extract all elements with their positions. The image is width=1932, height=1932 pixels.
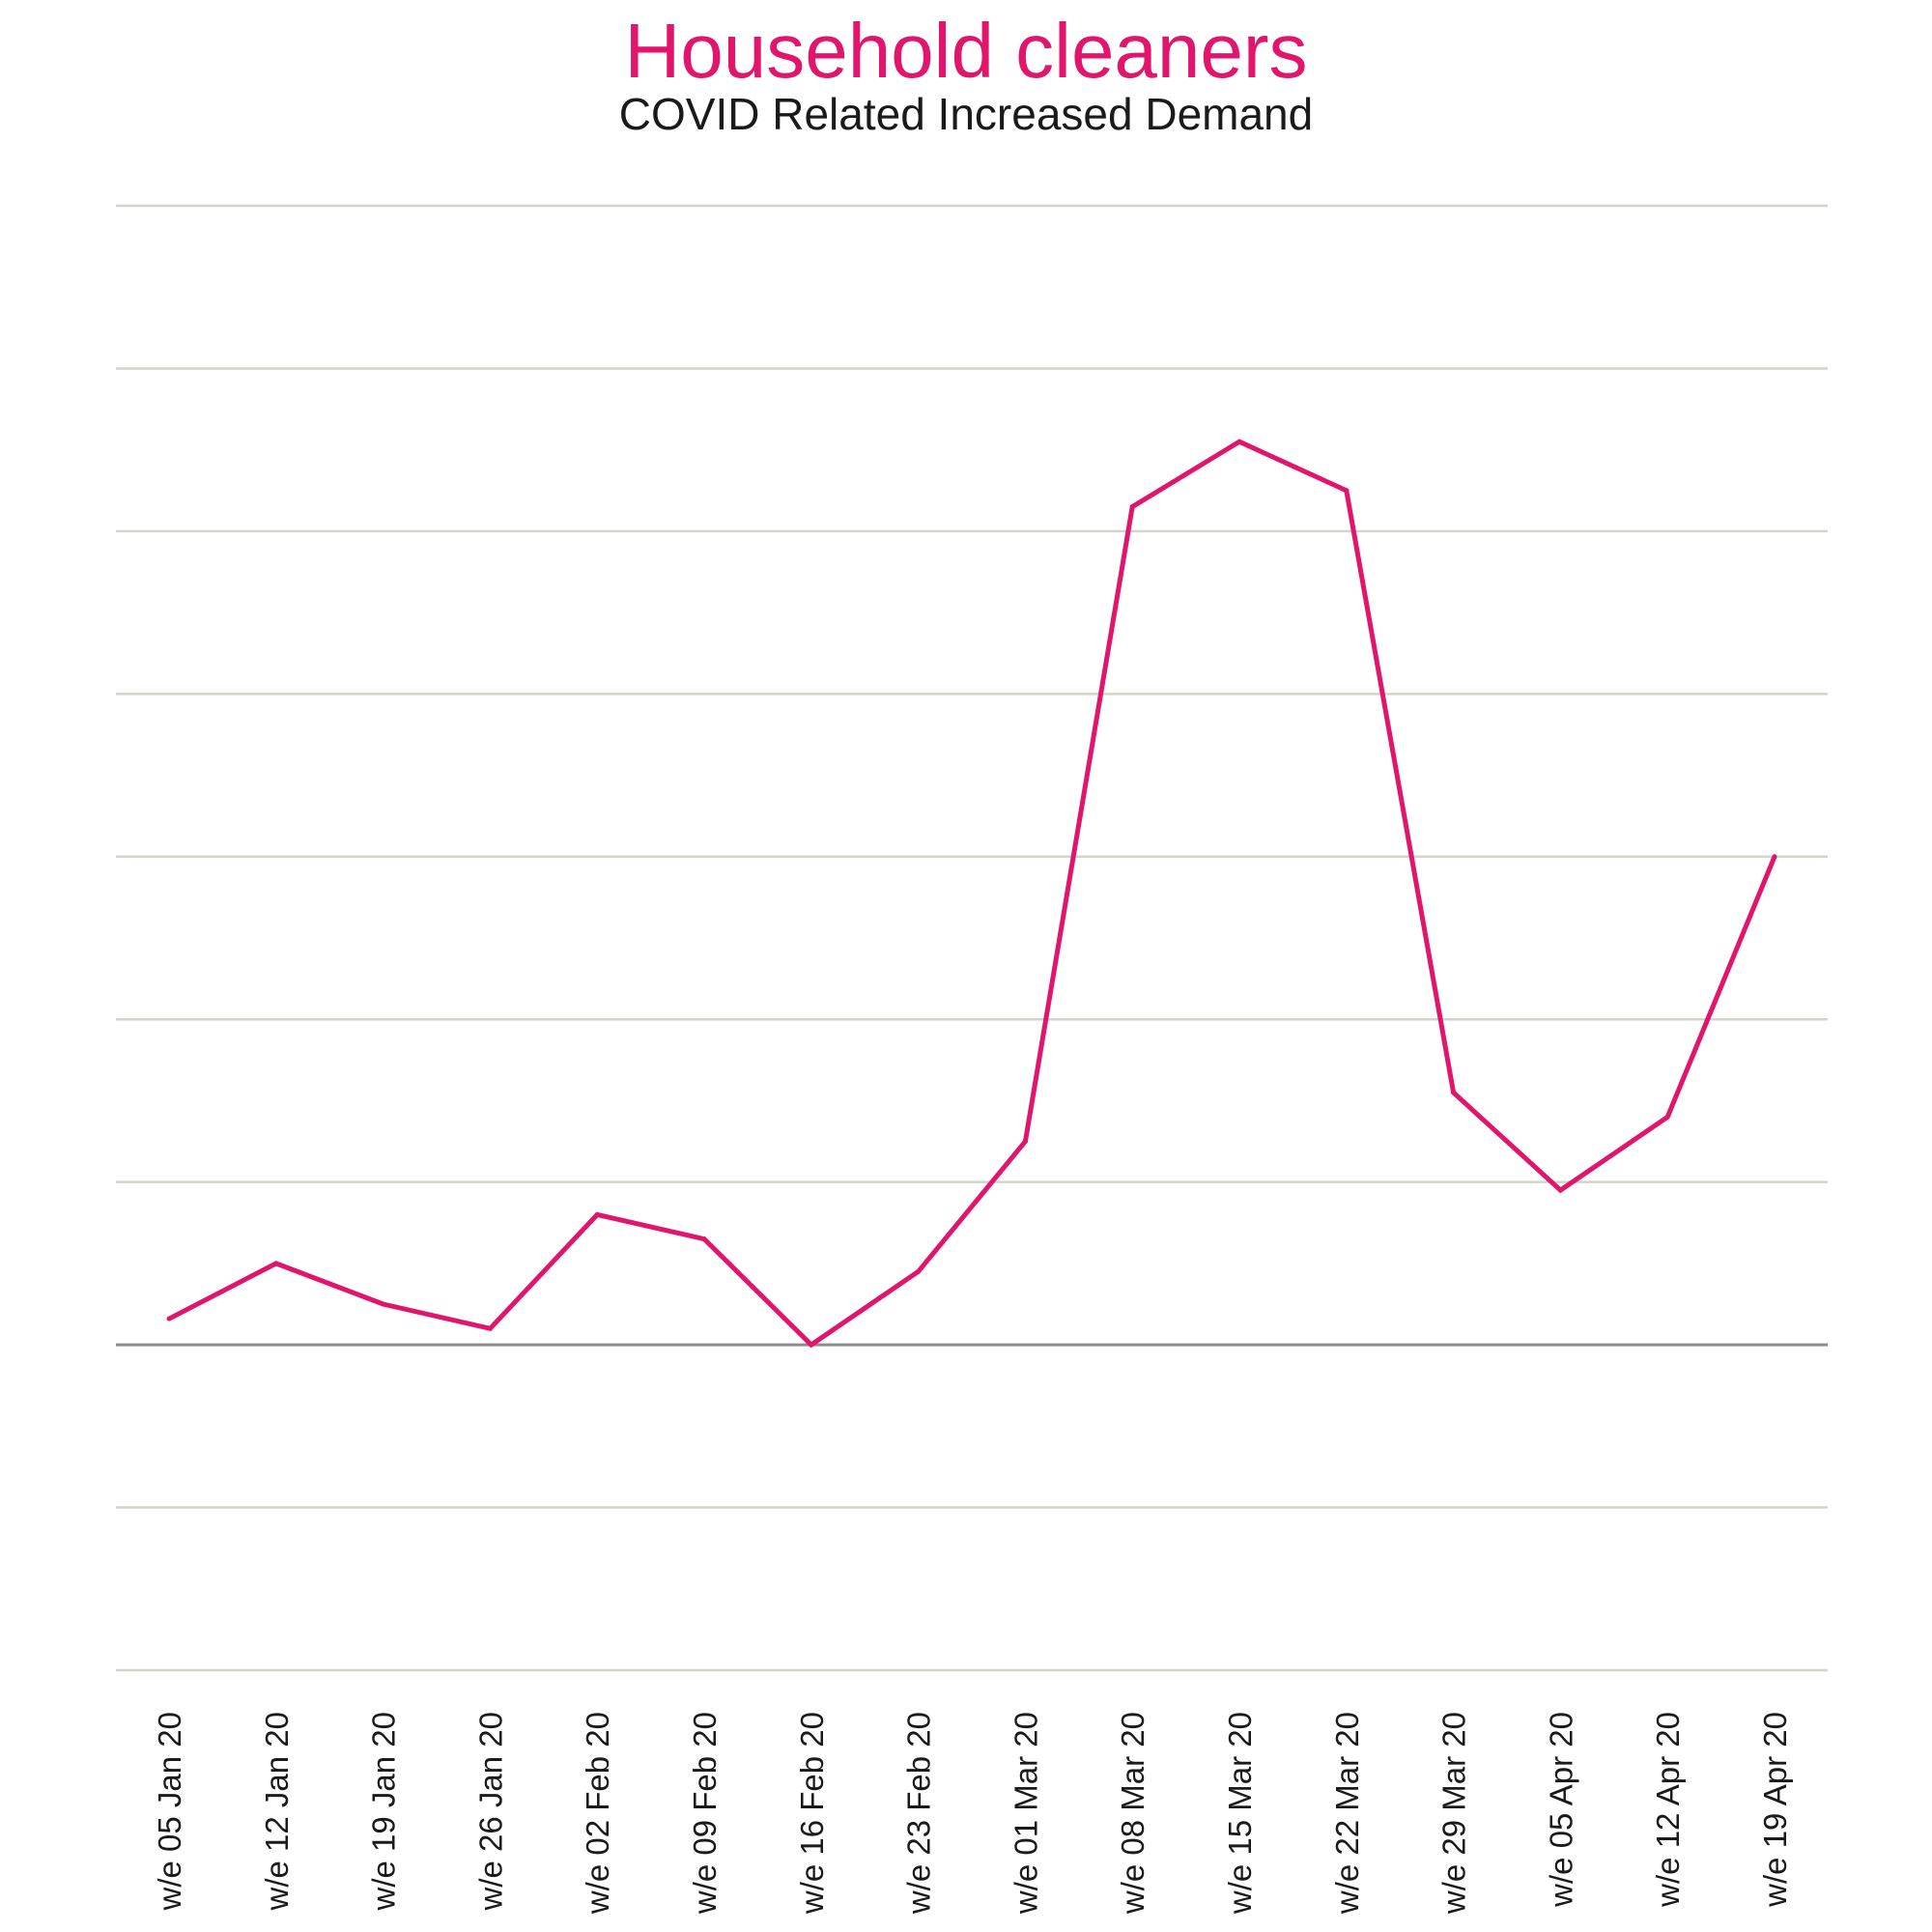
chart-title: Household cleaners bbox=[624, 8, 1308, 94]
x-tick-label: w/e 19 Apr 20 bbox=[1757, 1712, 1793, 1908]
x-tick-label: w/e 16 Feb 20 bbox=[794, 1712, 830, 1915]
x-tick-label: w/e 29 Mar 20 bbox=[1436, 1712, 1472, 1915]
x-tick-label: w/e 05 Jan 20 bbox=[152, 1712, 187, 1911]
data-point bbox=[1236, 439, 1242, 444]
x-tick-label: w/e 05 Apr 20 bbox=[1543, 1712, 1578, 1908]
data-point bbox=[1664, 1114, 1670, 1120]
data-point bbox=[1344, 488, 1350, 494]
data-point bbox=[273, 1261, 279, 1266]
x-tick-label: w/e 23 Feb 20 bbox=[901, 1712, 937, 1915]
data-point bbox=[1022, 1139, 1028, 1145]
x-tick-label: w/e 09 Feb 20 bbox=[687, 1712, 723, 1915]
x-tick-label: w/e 12 Apr 20 bbox=[1650, 1712, 1686, 1908]
series-line-0 bbox=[167, 439, 1777, 1349]
x-tick-label: w/e 01 Mar 20 bbox=[1008, 1712, 1043, 1915]
data-point bbox=[1557, 1187, 1563, 1193]
data-point bbox=[809, 1342, 814, 1348]
x-tick-label: w/e 08 Mar 20 bbox=[1115, 1712, 1151, 1915]
data-point bbox=[381, 1301, 386, 1307]
x-tick-label: w/e 15 Mar 20 bbox=[1222, 1712, 1258, 1915]
x-tick-label: w/e 26 Jan 20 bbox=[472, 1712, 508, 1911]
x-tick-label: w/e 22 Mar 20 bbox=[1329, 1712, 1365, 1915]
x-tick-label: w/e 19 Jan 20 bbox=[366, 1712, 402, 1911]
data-point bbox=[1772, 854, 1777, 860]
data-point bbox=[166, 1316, 172, 1321]
data-point bbox=[916, 1268, 922, 1274]
data-point bbox=[1129, 504, 1135, 510]
data-point bbox=[701, 1236, 707, 1242]
data-point bbox=[487, 1325, 493, 1331]
chart-subtitle: COVID Related Increased Demand bbox=[618, 89, 1314, 139]
x-tick-label: w/e 12 Jan 20 bbox=[259, 1712, 295, 1911]
data-point bbox=[594, 1211, 600, 1217]
data-point bbox=[1451, 1090, 1457, 1095]
x-tick-label: w/e 02 Feb 20 bbox=[580, 1712, 615, 1915]
